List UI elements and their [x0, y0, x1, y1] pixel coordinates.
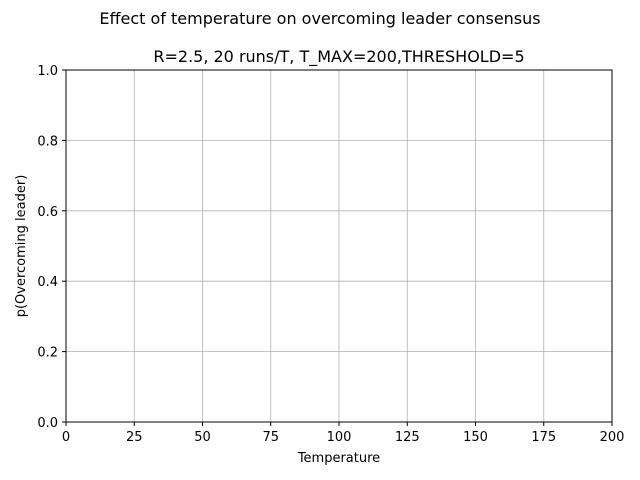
y-tick-label: 1.0 [37, 64, 58, 79]
chart-title: R=2.5, 20 runs/T, T_MAX=200,THRESHOLD=5 [153, 47, 524, 67]
x-tick-label: 0 [62, 430, 70, 445]
y-axis-label: p(Overcoming leader) [14, 175, 29, 318]
x-tick-label: 175 [531, 430, 556, 445]
x-tick-label: 100 [327, 430, 352, 445]
y-tick-label: 0.0 [37, 416, 58, 431]
y-tick-label: 0.8 [37, 134, 58, 149]
x-tick-label: 200 [600, 430, 625, 445]
y-tick-label: 0.6 [37, 205, 58, 220]
x-tick-label: 75 [262, 430, 279, 445]
y-tick-label: 0.2 [37, 346, 58, 361]
tick-layer: 0 25 50 75 100 125 150 175 200 0.0 0.2 0.4 0.6 0.8 1.0 [37, 64, 624, 445]
x-tick-label: 50 [194, 430, 211, 445]
y-tick-label: 0.4 [37, 275, 58, 290]
figure-suptitle: Effect of temperature on overcoming lead… [99, 9, 540, 28]
grid-layer [65, 69, 613, 423]
x-tick-label: 125 [395, 430, 420, 445]
x-tick-label: 25 [126, 430, 143, 445]
x-axis-label: Temperature [297, 451, 380, 466]
x-tick-label: 150 [463, 430, 488, 445]
